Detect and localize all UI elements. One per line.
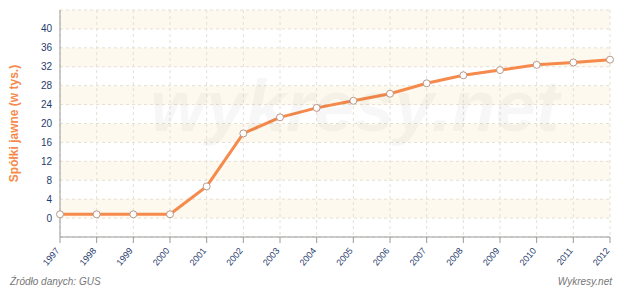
html-text:Wykresy.net: Wykresy.net [557, 276, 612, 287]
svg-text:Spółki jawne (w tys.): Spółki jawne (w tys.) [8, 65, 21, 182]
svg-text:2009: 2009 [481, 246, 502, 268]
svg-text:1998: 1998 [78, 246, 99, 268]
svg-text:1997: 1997 [41, 246, 62, 268]
svg-text:2005: 2005 [334, 246, 355, 268]
svg-text:8: 8 [46, 175, 52, 186]
svg-text:40: 40 [41, 23, 53, 34]
svg-text:12: 12 [41, 156, 53, 167]
svg-text:16: 16 [41, 137, 53, 148]
svg-text:0: 0 [46, 213, 52, 224]
svg-text:2006: 2006 [371, 246, 392, 268]
svg-text:2003: 2003 [261, 246, 282, 268]
svg-text:2011: 2011 [555, 246, 575, 267]
svg-text:24: 24 [41, 99, 53, 110]
svg-text:28: 28 [41, 80, 53, 91]
svg-text:2010: 2010 [518, 246, 539, 268]
svg-text:4: 4 [46, 194, 52, 205]
svg-text:2001: 2001 [188, 246, 209, 268]
svg-text:2012: 2012 [591, 246, 612, 268]
html-text:wykresy.net: wykresy.net [150, 66, 560, 146]
svg-text:2004: 2004 [298, 246, 319, 268]
svg-text:2000: 2000 [151, 246, 172, 268]
svg-text:36: 36 [41, 42, 53, 53]
svg-text:32: 32 [41, 61, 53, 72]
html-text:Źródło danych: GUS: Źródło danych: GUS [10, 276, 101, 287]
svg-text:1999: 1999 [114, 246, 135, 268]
svg-text:2002: 2002 [224, 246, 245, 268]
svg-text:20: 20 [41, 118, 53, 129]
svg-text:2008: 2008 [444, 246, 465, 268]
svg-text:2007: 2007 [408, 246, 429, 268]
